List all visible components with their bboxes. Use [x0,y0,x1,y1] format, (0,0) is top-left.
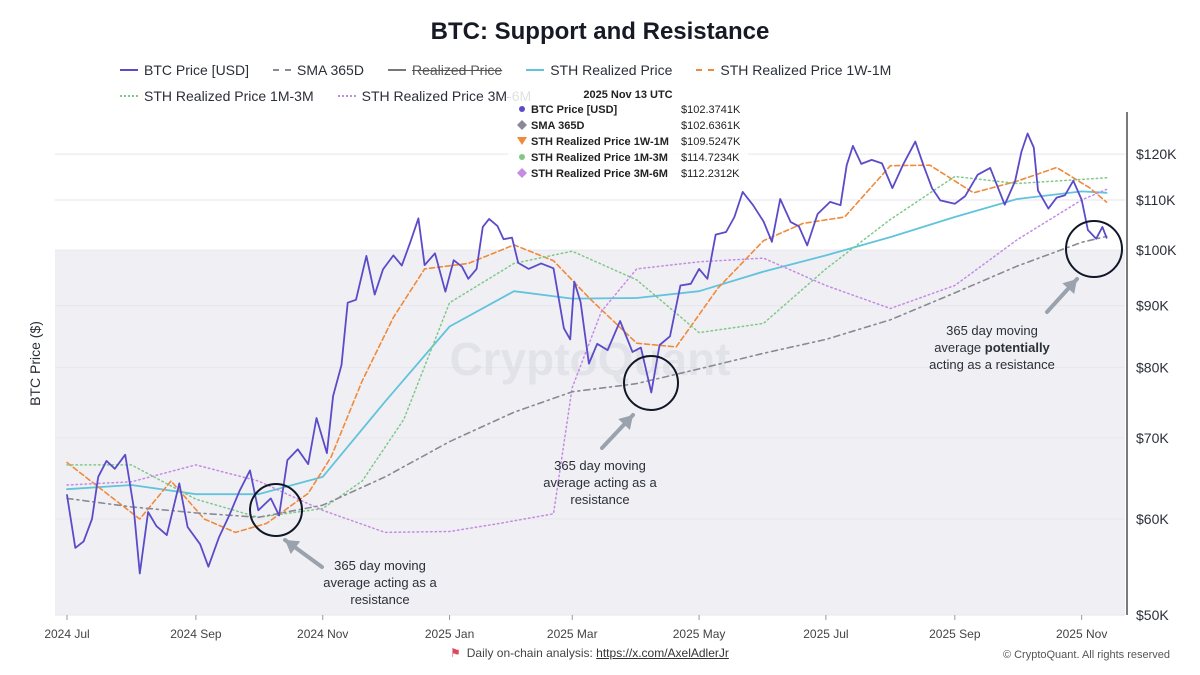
series-line-sth-realized-price-1m-3m [66,175,1108,519]
annotations-layer: 365 day moving average acting as a resista… [249,220,1123,607]
series-line-sma-365d [66,235,1108,519]
legend-label: STH Realized Price [550,62,673,78]
legend-swatch [120,95,138,97]
tooltip-value: $114.7234K [681,152,740,164]
chart-legend: BTC Price [USD] SMA 365D Realized Price STH… [120,58,1100,110]
annotation-text-line: resistance [570,492,629,507]
tooltip-date: 2025 Nov 13 UTC [583,89,672,101]
tooltip-box: 2025 Nov 13 UTC BTC Price [USD] $102.3741K… [508,85,748,185]
tooltip-value: $112.2312K [681,168,740,180]
tooltip-label: BTC Price [USD] [531,104,618,116]
tooltip-label: STH Realized Price 1M-3M [531,152,668,164]
annotation-text-line: average acting as a [543,475,657,490]
x-tick-label: 2025 Nov [1056,627,1107,641]
series-line-btc-price-usd- [66,132,1108,575]
shaded-band [55,250,1125,615]
tooltip-marker [519,154,525,160]
x-tick-label: 2025 Jul [803,627,848,641]
tooltip-label: STH Realized Price 1W-1M [531,136,669,148]
footer-analysis-link: ⚑ Daily on-chain analysis: https://x.com/… [450,646,729,660]
annotation-text-line: 365 day moving [554,458,646,473]
y-tick-label: $110K [1136,192,1176,208]
x-tick-label: 2024 Nov [297,627,348,641]
tooltip-marker [517,137,527,145]
legend-swatch [387,69,406,71]
legend-item[interactable]: STH Realized Price 1M-3M [120,88,314,104]
copyright-text: © CryptoQuant. All rights reserved [1002,649,1170,661]
arrow-head [285,540,301,555]
legend-item[interactable]: STH Realized Price 1W-1M [696,62,891,78]
highlight-circle [623,355,679,411]
annotation-text-line: 365 day moving [946,323,1038,338]
legend-item[interactable]: STH Realized Price [526,62,672,78]
annotation-text-line: resistance [350,592,409,607]
legend-swatch [337,95,356,97]
plot-background [55,112,1125,615]
tooltip-marker [517,120,527,130]
x-tick-label: 2025 Sep [929,627,981,641]
y-tick-label: $90K [1136,298,1169,314]
arrow-head [618,415,633,430]
annotation-text-line: average acting as a [323,575,437,590]
tooltip-value: $102.3741K [681,104,741,116]
grid-lines [55,153,1125,616]
tooltip-background [508,85,748,185]
y-tick-label: $80K [1136,360,1169,376]
series-line-sth-realized-price [66,190,1108,496]
tooltip-value: $109.5247K [681,136,741,148]
y-tick-label: $60K [1136,511,1169,527]
legend-item[interactable]: BTC Price [USD] [120,62,249,78]
flag-icon: ⚑ [450,646,461,660]
arrow-head [1062,279,1077,295]
legend-swatch [526,69,545,71]
y-tick-label: $120K [1136,146,1177,162]
x-tick-label: 2025 Jan [425,627,474,641]
legend-item[interactable]: SMA 365D [273,62,364,78]
y-tick-label: $70K [1136,430,1169,446]
legend-label: STH Realized Price 1M-3M [144,88,314,104]
tooltip-value: $102.6361K [681,120,741,132]
legend-label: STH Realized Price 3M-6M [361,88,532,104]
legend-swatch [120,69,138,71]
legend-swatch [696,69,715,71]
tooltip-label: STH Realized Price 3M-6M [531,168,668,180]
y-tick-label: $100K [1136,242,1177,258]
annotation-text-line: average potentially [934,340,1050,355]
x-tick-label: 2025 May [673,627,726,641]
y-axis-label: BTC Price ($) [27,321,43,406]
y-tick-label: $50K [1136,607,1169,623]
series-line-sth-realized-price-1w-1m [66,164,1108,534]
highlight-circle [249,483,303,537]
tooltip-label: SMA 365D [531,120,584,132]
tooltip-marker [519,106,525,112]
annotation-text-line: 365 day moving [334,558,426,573]
chart-title: BTC: Support and Resistance [430,18,770,45]
legend-label: Realized Price [411,62,503,78]
x-tick-label: 2024 Jul [44,627,89,641]
highlight-circle [1065,220,1123,278]
tooltip-marker [517,168,527,178]
footer-prefix: Daily on-chain analysis: [466,646,597,660]
legend-label: BTC Price [USD] [144,62,250,78]
legend-label: STH Realized Price 1W-1M [720,62,892,78]
legend-swatch [273,69,292,71]
x-tick-label: 2024 Sep [170,627,222,641]
legend-item[interactable]: Realized Price [387,62,503,78]
legend-item[interactable]: STH Realized Price 3M-6M [337,88,532,104]
x-tick-label: 2025 Mar [547,627,598,641]
author-link[interactable]: https://x.com/AxelAdlerJr [596,646,729,660]
annotation-text-line: acting as a resistance [929,357,1055,372]
axes: $120K $110K $100K $90K $80K $70K $60K $50K 2024 … [27,112,1177,641]
legend-label: SMA 365D [297,62,364,78]
